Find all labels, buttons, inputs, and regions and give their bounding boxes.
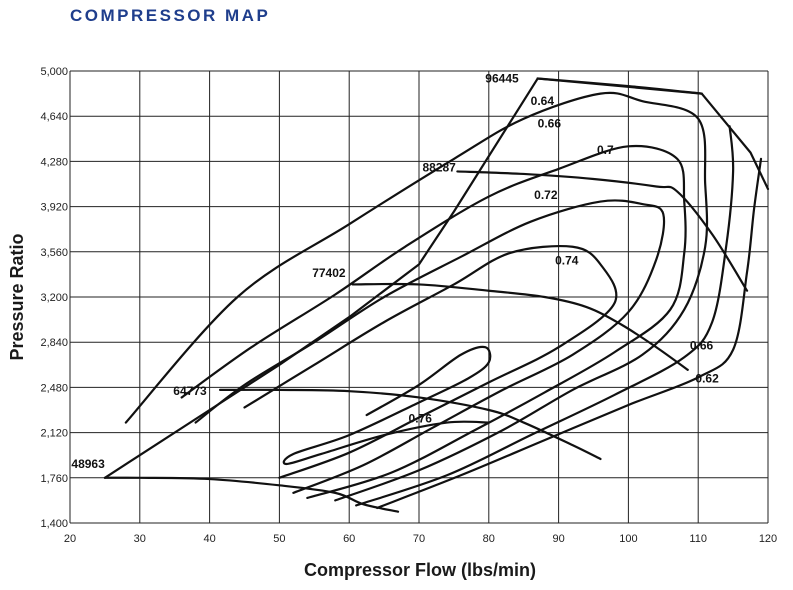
y-tick-label: 1,760 <box>40 473 68 485</box>
annotation-label: 0.64 <box>531 94 555 108</box>
y-tick-label: 4,640 <box>40 111 68 123</box>
efficiency-island-0.7 <box>180 144 687 499</box>
y-tick-label: 2,840 <box>40 337 68 349</box>
efficiency-island-0.74 <box>243 244 618 479</box>
annotation-label: 96445 <box>485 71 519 85</box>
y-tick-label: 2,120 <box>40 428 68 440</box>
annotation-label: 0.62 <box>695 371 719 385</box>
x-tick-label: 110 <box>689 533 707 545</box>
x-tick-label: 30 <box>134 533 146 545</box>
x-tick-label: 120 <box>759 533 777 545</box>
efficiency-island-0.72 <box>194 199 666 494</box>
speed-line-88287 <box>456 170 749 292</box>
annotation-label: 0.66 <box>690 339 714 353</box>
speed-line-48963 <box>103 476 400 513</box>
x-tick-label: 70 <box>413 533 425 545</box>
annotation-label: 0.76 <box>409 412 433 426</box>
x-tick-label: 50 <box>273 533 285 545</box>
surge-line <box>103 77 539 479</box>
x-tick-label: 100 <box>619 533 637 545</box>
y-tick-label: 2,480 <box>40 382 68 394</box>
annotation-label: 88287 <box>422 160 456 174</box>
x-tick-labels: 20 30 40 50 60 70 80 90 100 110 120 <box>64 533 777 545</box>
annotation-label: 0.7 <box>597 143 614 157</box>
y-tick-label: 3,560 <box>40 247 68 259</box>
annotation-label: 64773 <box>173 384 207 398</box>
chart-title: COMPRESSOR MAP <box>70 6 271 25</box>
y-tick-label: 3,920 <box>40 202 68 214</box>
y-axis-label: Pressure Ratio <box>7 233 27 360</box>
y-tick-label: 5,000 <box>40 66 68 78</box>
x-tick-label: 20 <box>64 533 76 545</box>
annotation-label: 0.72 <box>534 188 558 202</box>
x-axis-label: Compressor Flow (lbs/min) <box>304 560 536 580</box>
x-tick-label: 90 <box>552 533 564 545</box>
y-tick-label: 3,200 <box>40 292 68 304</box>
annotation-label: 0.66 <box>538 117 562 131</box>
annotations: 96445 88287 77402 64773 48963 0.64 0.66 0.7 0.72… <box>71 71 719 470</box>
speed-line-77402 <box>351 282 689 371</box>
grid <box>69 70 769 524</box>
y-tick-label: 4,280 <box>40 156 68 168</box>
x-tick-label: 40 <box>203 533 215 545</box>
annotation-label: 77402 <box>312 266 346 280</box>
annotation-label: 0.74 <box>555 253 579 267</box>
choke-line <box>536 77 770 191</box>
efficiency-island-0.62 <box>376 157 763 510</box>
y-tick-labels: 1,400 1,760 2,120 2,480 2,840 3,200 3,560 3,920… <box>40 66 68 530</box>
map-curves <box>103 77 770 513</box>
annotation-label: 48963 <box>71 457 105 471</box>
x-tick-label: 80 <box>483 533 495 545</box>
efficiency-island-0.64 <box>355 125 735 507</box>
speed-line-64773 <box>218 388 602 461</box>
y-tick-label: 1,400 <box>40 518 68 530</box>
efficiency-island-0.66 <box>124 91 709 502</box>
x-tick-label: 60 <box>343 533 355 545</box>
